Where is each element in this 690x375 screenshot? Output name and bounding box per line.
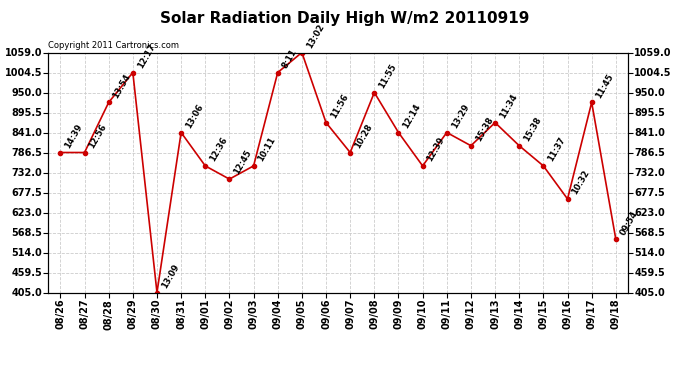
Text: Solar Radiation Daily High W/m2 20110919: Solar Radiation Daily High W/m2 20110919	[160, 11, 530, 26]
Text: 13:06: 13:06	[184, 102, 205, 130]
Text: 11:34: 11:34	[498, 92, 519, 120]
Text: 12:14: 12:14	[402, 102, 422, 130]
Text: 11:56: 11:56	[329, 92, 350, 120]
Text: 12:45: 12:45	[233, 148, 253, 176]
Text: 14:39: 14:39	[63, 122, 84, 150]
Text: Copyright 2011 Cartronics.com: Copyright 2011 Cartronics.com	[48, 41, 179, 50]
Text: 09:54: 09:54	[619, 209, 640, 237]
Text: 12:17: 12:17	[136, 42, 157, 70]
Text: 10:11: 10:11	[257, 135, 277, 163]
Text: 13:29: 13:29	[450, 102, 471, 130]
Text: 8:11: 8:11	[281, 47, 299, 70]
Text: 13:54: 13:54	[112, 72, 132, 100]
Text: 11:45: 11:45	[595, 72, 615, 100]
Text: 15:38: 15:38	[474, 116, 495, 143]
Text: 11:55: 11:55	[377, 62, 398, 90]
Text: 13:09: 13:09	[160, 262, 181, 290]
Text: 12:39: 12:39	[426, 135, 446, 163]
Text: 12:56: 12:56	[88, 122, 108, 150]
Text: 13:02: 13:02	[305, 22, 326, 50]
Text: 10:32: 10:32	[571, 169, 591, 196]
Text: 10:28: 10:28	[353, 122, 374, 150]
Text: 12:36: 12:36	[208, 135, 229, 163]
Text: 11:37: 11:37	[546, 135, 567, 163]
Text: 15:38: 15:38	[522, 116, 543, 143]
